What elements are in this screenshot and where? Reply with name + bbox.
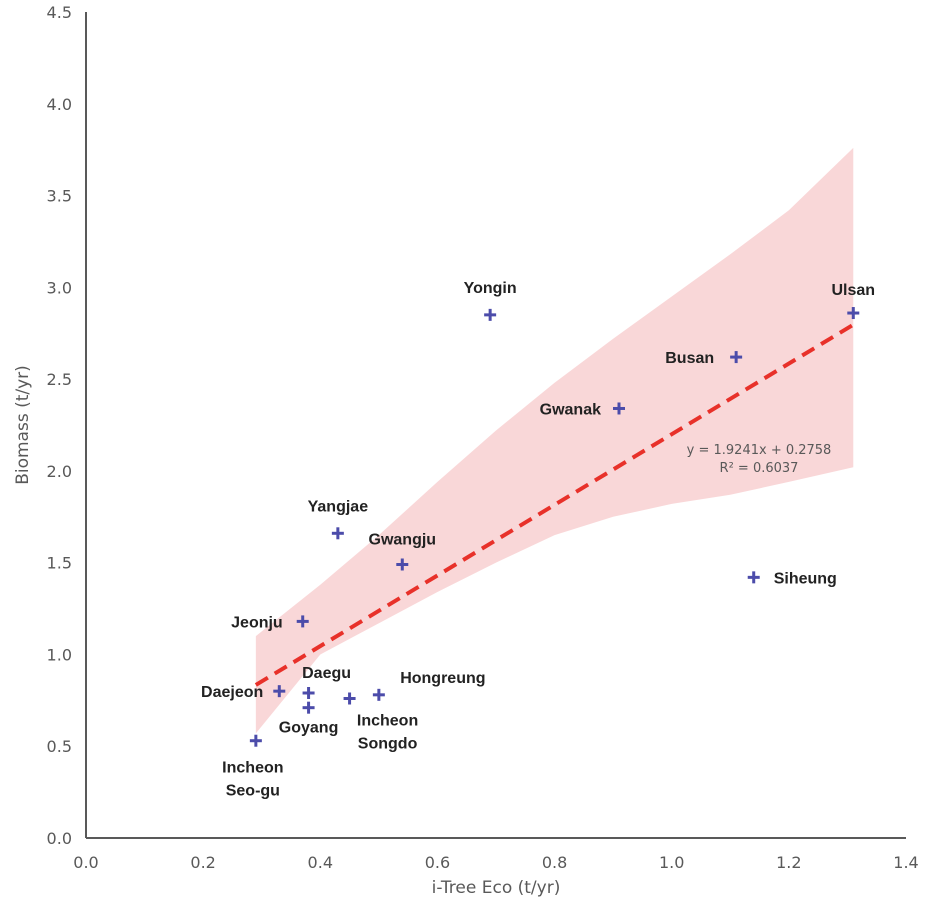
data-point <box>302 701 315 714</box>
point-label: Busan <box>665 350 714 367</box>
data-point <box>372 688 385 701</box>
point-label: Goyang <box>279 720 339 737</box>
y-tick-label: 4.5 <box>47 3 72 22</box>
point-label: Yangjae <box>308 498 369 515</box>
y-tick-label: 3.0 <box>47 278 72 297</box>
trendline <box>254 322 855 687</box>
data-point <box>730 351 743 364</box>
data-points <box>249 307 860 747</box>
confidence-band <box>255 147 854 734</box>
data-point <box>747 571 760 584</box>
y-tick-label: 0.5 <box>47 737 72 756</box>
point-label: Incheon <box>357 712 418 729</box>
x-tick-label: 1.4 <box>893 853 918 872</box>
point-label: Incheon <box>222 760 283 777</box>
confidence-band-layer <box>255 147 854 734</box>
point-label: Daejeon <box>201 684 263 701</box>
point-label: Daegu <box>302 665 351 682</box>
x-tick-labels: 0.0 0.2 0.4 0.6 0.8 1.0 1.2 1.4 <box>73 853 918 872</box>
x-tick-label: 1.2 <box>776 853 801 872</box>
data-point <box>331 527 344 540</box>
y-tick-labels: 0.0 0.5 1.0 1.5 2.0 2.5 3.0 3.5 4.0 4.5 <box>47 3 72 848</box>
point-label: Jeonju <box>231 614 283 631</box>
y-tick-label: 2.5 <box>47 370 72 389</box>
point-label: Ulsan <box>831 282 875 299</box>
x-axis-title: i-Tree Eco (t/yr) <box>432 878 561 898</box>
regression-equation: y = 1.9241x + 0.2758 R² = 0.6037 <box>687 443 832 476</box>
x-tick-label: 0.2 <box>190 853 215 872</box>
y-tick-label: 4.0 <box>47 95 72 114</box>
y-tick-label: 0.0 <box>47 829 72 848</box>
point-label: Gwangju <box>369 532 437 549</box>
data-point <box>302 686 315 699</box>
point-label: Seo-gu <box>226 783 280 800</box>
y-tick-label: 3.5 <box>47 187 72 206</box>
y-axis-title: Biomass (t/yr) <box>13 365 33 485</box>
data-point <box>249 734 262 747</box>
point-label: Siheung <box>774 570 837 587</box>
point-label: Gwanak <box>540 401 601 418</box>
data-point <box>296 615 309 628</box>
data-point <box>396 558 409 571</box>
y-tick-label: 1.5 <box>47 554 72 573</box>
axes <box>85 12 906 839</box>
equation-text: y = 1.9241x + 0.2758 <box>687 443 832 458</box>
data-point <box>273 685 286 698</box>
x-tick-label: 0.0 <box>73 853 98 872</box>
point-label: Hongreung <box>400 670 485 687</box>
x-tick-label: 0.6 <box>425 853 450 872</box>
x-tick-label: 0.8 <box>542 853 567 872</box>
y-tick-label: 2.0 <box>47 462 72 481</box>
data-point <box>613 402 625 415</box>
data-point <box>343 692 356 705</box>
trendline-layer <box>254 322 855 687</box>
data-point <box>847 307 860 320</box>
y-tick-label: 1.0 <box>47 645 72 664</box>
x-tick-label: 0.4 <box>308 853 333 872</box>
data-point <box>484 308 497 321</box>
r-squared-text: R² = 0.6037 <box>720 461 799 476</box>
point-label: Songdo <box>358 735 418 752</box>
x-tick-label: 1.0 <box>659 853 684 872</box>
point-label: Yongin <box>464 280 517 297</box>
